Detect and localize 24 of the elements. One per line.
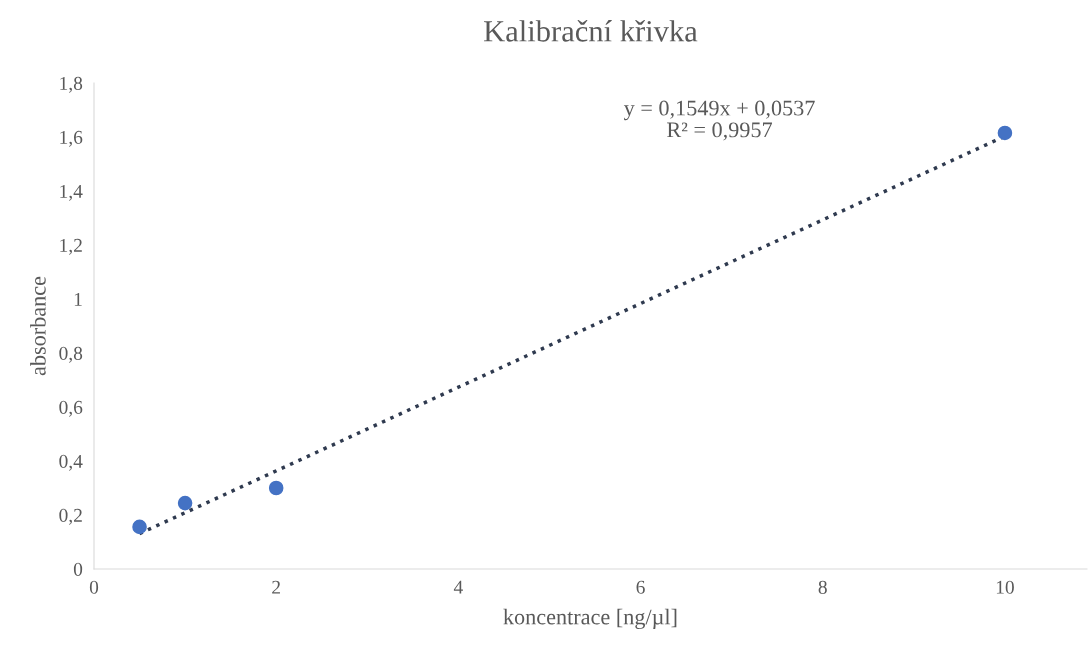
chart-title: Kalibrační křivka — [484, 20, 698, 42]
x-tick-label: 6 — [636, 580, 645, 594]
y-tick-label: 0,6 — [59, 400, 83, 417]
x-tick-label: 8 — [818, 580, 827, 594]
x-tick-label: 10 — [996, 580, 1014, 594]
y-tick-label: 0,8 — [59, 346, 83, 363]
y-tick-label: 1,2 — [60, 238, 82, 255]
point — [268, 480, 284, 496]
x-axis-title: koncentrace [ng/µl] — [503, 608, 677, 630]
y-tick-label: 1,8 — [60, 76, 83, 93]
point — [997, 125, 1013, 141]
x-tick-label: 0 — [89, 580, 99, 594]
point — [177, 495, 193, 511]
y-tick-label: 0,2 — [59, 508, 82, 525]
y-tick-label: 1 — [74, 292, 82, 306]
y-axis-title: absorbance — [30, 276, 46, 376]
y-tick-label: 0,4 — [59, 454, 83, 471]
y-tick-label: 1,6 — [60, 130, 83, 147]
annotation: y = 0,1549x + 0,0537 R² = 0,9957 — [623, 100, 815, 141]
y-tick-label: 1,4 — [60, 184, 83, 201]
point — [132, 519, 147, 535]
y-tick-label: 0 — [73, 562, 83, 576]
x-tick-label: 2 — [272, 580, 280, 594]
x-tick-label: 4 — [453, 580, 463, 594]
